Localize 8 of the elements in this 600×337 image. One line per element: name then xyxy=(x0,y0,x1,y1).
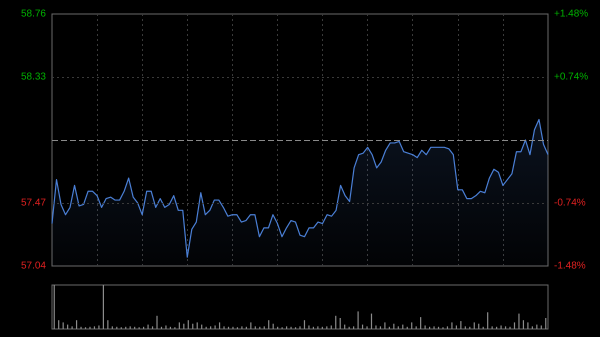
y-tick-label: 58.33 xyxy=(20,72,46,82)
y2-tick-label: +0.74% xyxy=(554,72,588,82)
y-tick-label: 57.47 xyxy=(20,198,46,208)
y-tick-label: 58.76 xyxy=(20,8,46,20)
y2-tick-label: +1.48% xyxy=(554,8,588,20)
y2-tick-label: -0.74% xyxy=(554,198,586,208)
y2-tick-label: -1.48% xyxy=(554,260,586,272)
y-tick-label: 57.04 xyxy=(20,260,46,272)
